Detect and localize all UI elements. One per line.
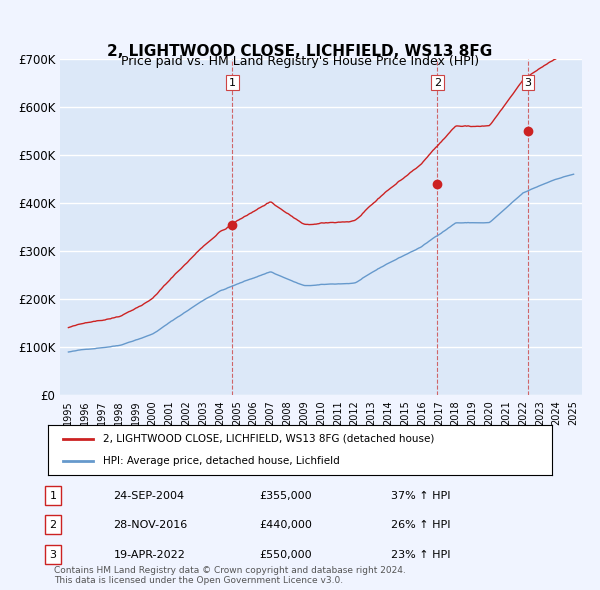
Text: 24-SEP-2004: 24-SEP-2004 <box>113 491 185 500</box>
Text: 2: 2 <box>49 520 56 530</box>
Text: 23% ↑ HPI: 23% ↑ HPI <box>391 550 450 560</box>
Text: HPI: Average price, detached house, Lichfield: HPI: Average price, detached house, Lich… <box>103 456 340 466</box>
Text: 28-NOV-2016: 28-NOV-2016 <box>113 520 188 530</box>
Text: 2: 2 <box>434 77 441 87</box>
Text: This data is licensed under the Open Government Licence v3.0.: This data is licensed under the Open Gov… <box>54 576 343 585</box>
Text: Contains HM Land Registry data © Crown copyright and database right 2024.: Contains HM Land Registry data © Crown c… <box>54 566 406 575</box>
Text: £355,000: £355,000 <box>260 491 313 500</box>
Text: 3: 3 <box>524 77 532 87</box>
Text: 2, LIGHTWOOD CLOSE, LICHFIELD, WS13 8FG (detached house): 2, LIGHTWOOD CLOSE, LICHFIELD, WS13 8FG … <box>103 434 435 444</box>
Text: 1: 1 <box>50 491 56 500</box>
Text: £440,000: £440,000 <box>260 520 313 530</box>
Text: 3: 3 <box>50 550 56 560</box>
Text: 26% ↑ HPI: 26% ↑ HPI <box>391 520 450 530</box>
Text: 1: 1 <box>229 77 236 87</box>
Text: Price paid vs. HM Land Registry's House Price Index (HPI): Price paid vs. HM Land Registry's House … <box>121 55 479 68</box>
Text: £550,000: £550,000 <box>260 550 313 560</box>
Text: 19-APR-2022: 19-APR-2022 <box>113 550 185 560</box>
Text: 37% ↑ HPI: 37% ↑ HPI <box>391 491 450 500</box>
Text: 2, LIGHTWOOD CLOSE, LICHFIELD, WS13 8FG: 2, LIGHTWOOD CLOSE, LICHFIELD, WS13 8FG <box>107 44 493 59</box>
